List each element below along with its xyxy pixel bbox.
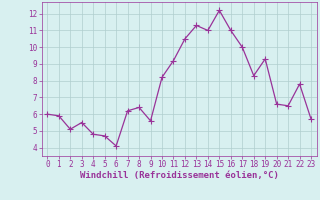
X-axis label: Windchill (Refroidissement éolien,°C): Windchill (Refroidissement éolien,°C) <box>80 171 279 180</box>
